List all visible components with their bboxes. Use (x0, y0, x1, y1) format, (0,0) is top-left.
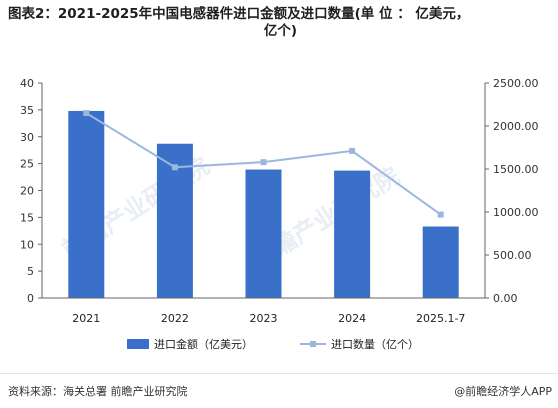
title-line-2: 亿个) (263, 23, 298, 39)
right-axis-tick-label: 500.00 (493, 249, 532, 262)
chart-title: 图表2：2021-2025年中国电感器件进口金额及进口数量(单 位 ： 亿美元，… (8, 6, 553, 40)
x-tick-label: 2024 (338, 312, 366, 325)
right-axis-tick-label: 1000.00 (493, 206, 539, 219)
legend-bar-label: 进口金额（亿美元） (154, 337, 253, 351)
left-axis-tick-label: 20 (20, 185, 34, 198)
x-tick-label: 2023 (250, 312, 278, 325)
bar-series (42, 110, 485, 299)
right-axis-tick-label: 1500.00 (493, 163, 539, 176)
title-line-1: 图表2：2021-2025年中国电感器件进口金额及进口数量(单 位 ： 亿美元， (8, 6, 470, 22)
bar-2025.1-7 (422, 226, 459, 298)
left-axis-tick-label: 15 (20, 211, 34, 224)
line-point-2023 (260, 159, 267, 166)
bar-2021 (68, 110, 105, 298)
brand-mark: @前瞻经济学人APP (454, 385, 552, 398)
legend-line-marker (310, 341, 316, 347)
x-tick-label: 2025.1-7 (416, 312, 465, 325)
x-tick-label: 2022 (161, 312, 189, 325)
left-axis-tick-label: 25 (20, 158, 34, 171)
x-axis: 2021 2022 2023 2024 2025.1-7 (72, 312, 465, 325)
left-axis-tick-label: 30 (20, 131, 34, 144)
legend-bar-swatch (127, 339, 149, 349)
legend: 进口金额（亿美元） 进口数量（亿个） (127, 337, 419, 351)
bar-2023 (245, 169, 282, 298)
bar-2024 (334, 170, 371, 298)
line-point-2021 (83, 110, 90, 117)
footer: 资料来源：海关总署 前瞻产业研究院 @前瞻经济学人APP (0, 373, 558, 408)
line-point-2025.1-7 (437, 211, 444, 218)
left-axis-tick-label: 40 (20, 77, 34, 90)
left-axis-tick-label: 35 (20, 104, 34, 117)
line-point-2024 (349, 147, 356, 154)
left-axis-tick-label: 0 (27, 292, 34, 305)
legend-line-label: 进口数量（亿个） (331, 338, 419, 351)
right-axis-tick-label: 2500.00 (493, 77, 539, 90)
right-axis-tick-label: 2000.00 (493, 120, 539, 133)
line-series (83, 110, 444, 218)
line-point-2022 (171, 164, 178, 171)
right-axis-tick-label: 0.00 (493, 292, 518, 305)
left-axis: 0 5 10 15 20 25 30 35 40 (20, 77, 43, 305)
left-axis-tick-label: 10 (20, 238, 34, 251)
right-axis: 0.00 500.00 1000.00 1500.00 2000.00 2500.00 (484, 77, 539, 305)
source-note: 资料来源：海关总署 前瞻产业研究院 (8, 385, 188, 398)
left-axis-tick-label: 5 (27, 265, 34, 278)
x-tick-label: 2021 (72, 312, 100, 325)
